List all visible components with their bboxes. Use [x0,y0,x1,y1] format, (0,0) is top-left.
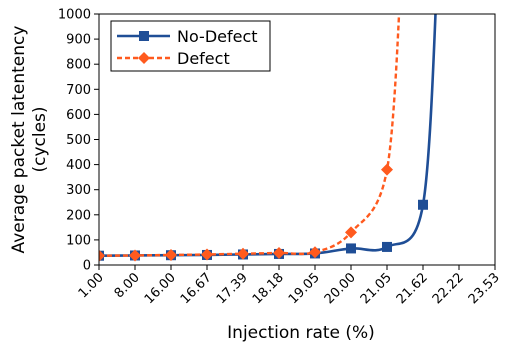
y-tick-label: 600 [66,108,91,123]
data-point-defect [201,248,213,261]
x-tick-label: 18.18 [250,270,287,307]
x-tick-label: 19.05 [286,270,323,307]
x-axis-title: Injection rate (%) [227,323,375,343]
x-tick-label: 17.39 [214,270,251,307]
x-tick-label: 16.00 [142,270,179,307]
y-tick-label: 400 [66,158,91,173]
x-tick-label: 16.67 [178,270,215,307]
y-tick-label: 700 [66,83,91,98]
data-point-defect [99,249,105,262]
data-point-defect [165,248,177,261]
y-tick-label: 500 [66,133,91,148]
x-tick-label: 20.00 [322,270,359,307]
legend-marker-no-defect [139,31,149,41]
series-layer [99,14,437,262]
data-point-defect [345,226,357,239]
data-point-defect [129,249,141,262]
legend: No-Defect Defect [110,20,271,72]
x-tick-label: 23.53 [466,270,503,307]
y-axis-title-line-2: (cycles) [30,106,50,172]
y-axis-title: Average packet latentency (cycles) [9,26,50,254]
legend-label-defect: Defect [177,49,230,68]
y-axis-title-line-1: Average packet latentency [9,26,29,254]
legend-box [110,20,271,72]
data-point-defect [309,246,321,259]
y-tick-label: 800 [66,58,91,73]
data-point-defect [237,247,249,260]
data-point-no-defect [418,199,428,210]
x-tick-label: 1.00 [76,270,107,301]
x-tick-label: 22.22 [430,270,467,307]
y-tick-label: 100 [66,233,91,248]
x-tick-label: 8.00 [112,270,143,301]
data-point-no-defect [346,243,356,254]
y-tick-label: 1000 [58,8,91,23]
x-tick-label: 21.62 [394,270,431,307]
y-tick-label: 0 [83,259,91,274]
data-point-defect [273,246,285,259]
legend-marker-defect [138,52,150,64]
y-tick-label: 900 [66,33,91,48]
y-axis: 0 100 200 300 400 500 600 700 800 900 1000 [58,8,99,274]
x-tick-label: 21.05 [358,270,395,307]
data-point-no-defect [382,241,392,252]
data-point-defect [381,163,393,176]
plot-area [98,13,496,266]
y-tick-label: 200 [66,208,91,223]
y-tick-label: 300 [66,183,91,198]
legend-label-no-defect: No-Defect [177,27,258,46]
x-axis: 1.00 8.00 16.00 16.67 17.39 18.18 19.05 20.00 21… [76,265,503,307]
